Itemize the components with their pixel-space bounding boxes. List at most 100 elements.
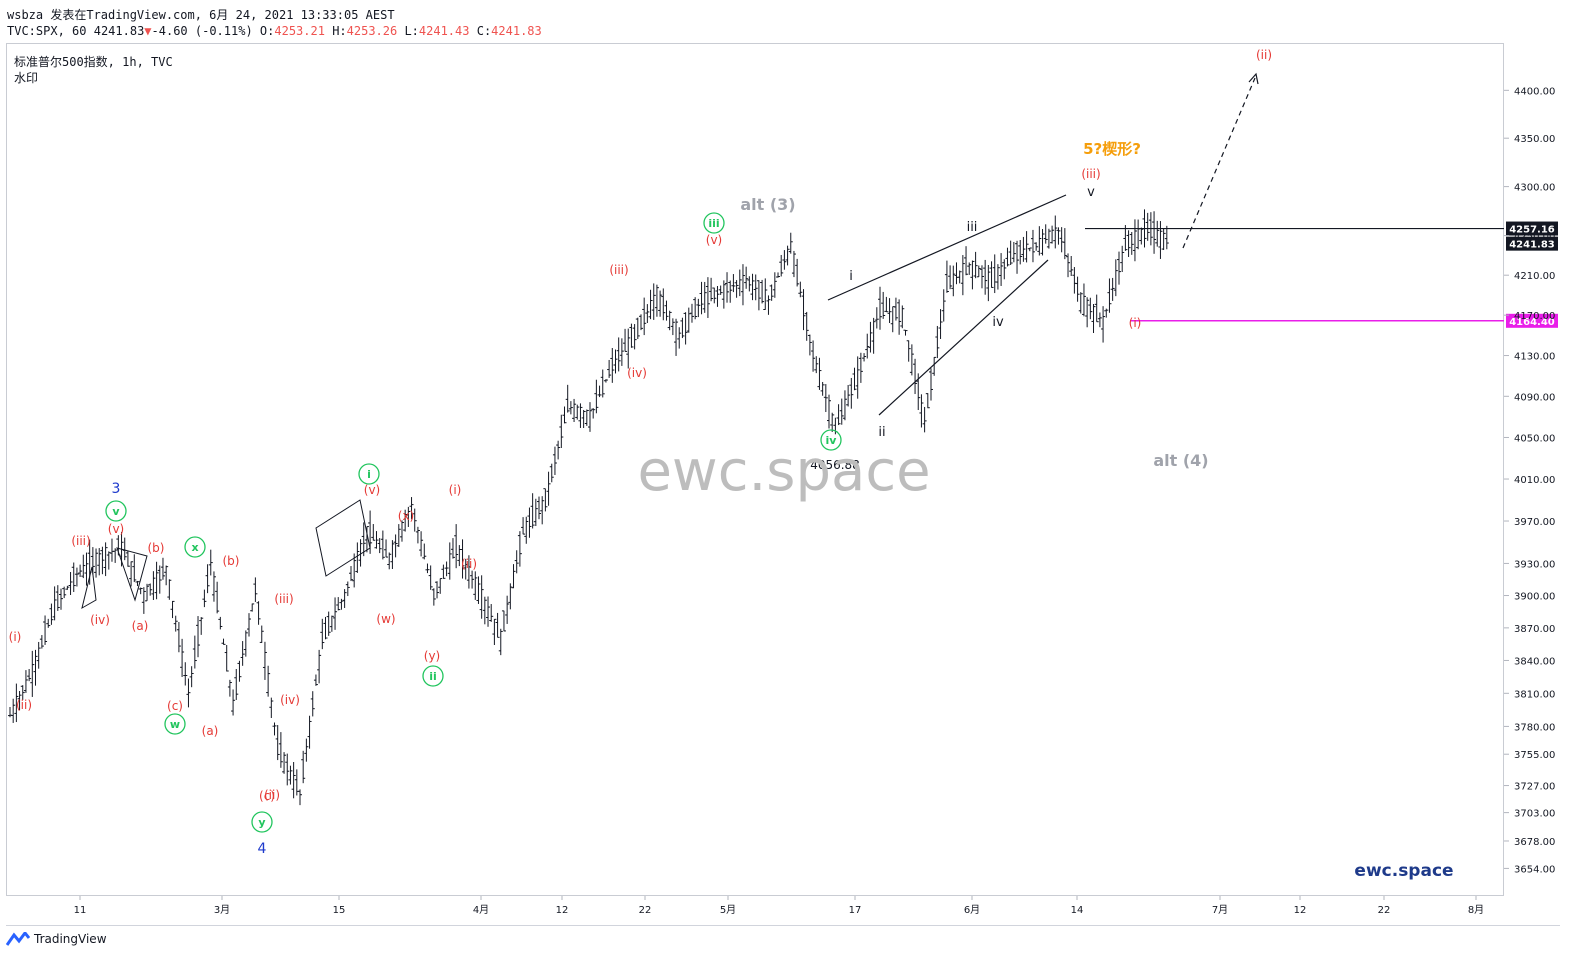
wave-label-red: (i) bbox=[449, 483, 462, 497]
wave-label-black: iii bbox=[967, 220, 978, 235]
close-value: 4241.83 bbox=[491, 24, 542, 38]
y-tick-label: 4250.00 bbox=[1514, 232, 1555, 243]
wave-label-red: (c) bbox=[167, 699, 183, 713]
y-tick-label: 4300.00 bbox=[1514, 183, 1555, 194]
y-tick-label: 3678.00 bbox=[1514, 837, 1555, 848]
tradingview-logo-icon bbox=[6, 932, 30, 946]
x-tick-label: 17 bbox=[849, 905, 862, 916]
wave-label-black: iv bbox=[992, 315, 1004, 330]
low-price-annotation: 4056.88 bbox=[810, 458, 860, 472]
y-tick-label: 3703.00 bbox=[1514, 809, 1555, 820]
y-tick-label: 3780.00 bbox=[1514, 722, 1555, 733]
y-tick-label: 4210.00 bbox=[1514, 271, 1555, 282]
wave-label-red: (ii) bbox=[461, 557, 477, 571]
x-tick-label: 8月 bbox=[1468, 904, 1484, 916]
wave-label-green: i bbox=[367, 468, 371, 481]
legend-title: 标准普尔500指数, 1h, TVC bbox=[14, 55, 173, 69]
y-tick-label: 3840.00 bbox=[1514, 656, 1555, 667]
watermark-center: ewc.space bbox=[637, 439, 930, 504]
y-tick-label: 3727.00 bbox=[1514, 782, 1555, 793]
y-tick-label: 3654.00 bbox=[1514, 864, 1555, 875]
wave-label-blue: 3 bbox=[112, 481, 121, 497]
wave-label-red: (iv) bbox=[627, 366, 647, 380]
wave-label-green-circle bbox=[251, 811, 273, 833]
x-tick-label: 22 bbox=[639, 905, 652, 916]
wave-label-green: x bbox=[191, 541, 198, 554]
y-tick-label: 4130.00 bbox=[1514, 352, 1555, 363]
wave-label-green: iii bbox=[708, 217, 719, 230]
last-price: 4241.83 bbox=[93, 24, 145, 38]
x-tick-label: 5月 bbox=[720, 904, 736, 916]
y-tick-label: 4400.00 bbox=[1514, 86, 1555, 97]
wave-label-red: (v) bbox=[108, 522, 124, 536]
wave-label-red: (y) bbox=[424, 649, 440, 663]
x-tick-label: 12 bbox=[1294, 905, 1307, 916]
x-tick-label: 15 bbox=[333, 905, 346, 916]
wedge-upper-line bbox=[827, 194, 1067, 301]
x-tick-label: 14 bbox=[1071, 905, 1084, 916]
high-value: 4253.26 bbox=[346, 24, 398, 38]
wave-label-red: (iii) bbox=[71, 534, 90, 548]
wave-label-green-circle bbox=[105, 500, 127, 522]
open-value: 4253.21 bbox=[274, 24, 325, 38]
y-tick-label: 3870.00 bbox=[1514, 624, 1555, 635]
y-tick-label: 4350.00 bbox=[1514, 134, 1555, 145]
footer[interactable]: TradingView bbox=[6, 932, 107, 946]
down-arrow-icon: ▼ bbox=[144, 24, 152, 38]
high-price-box-label: 4257.16 bbox=[1509, 225, 1555, 236]
chart-legend: 标准普尔500指数, 1h, TVC 水印 bbox=[14, 54, 173, 86]
wave-label-green-circle bbox=[164, 713, 186, 735]
x-tick-label: 6月 bbox=[964, 904, 980, 916]
y-tick-label: 4090.00 bbox=[1514, 392, 1555, 403]
support-price-box-label: 4164.40 bbox=[1509, 317, 1555, 328]
footer-divider bbox=[6, 925, 1560, 926]
wave-label-green: iv bbox=[826, 434, 838, 447]
wave-label-red: (a) bbox=[132, 619, 149, 633]
wedge-lower-line bbox=[878, 259, 1049, 416]
watermark-corner: ewc.space bbox=[1354, 861, 1453, 881]
support-price-box bbox=[1506, 313, 1558, 328]
symbol: TVC:SPX, 60 bbox=[7, 24, 87, 38]
wave-label-black: v bbox=[1087, 185, 1095, 200]
y-tick-label: 3755.00 bbox=[1514, 750, 1555, 761]
wave-label-green: y bbox=[258, 816, 265, 829]
channel-pattern bbox=[315, 499, 371, 577]
wave-label-red: (iii) bbox=[1081, 167, 1100, 181]
y-tick-label: 4050.00 bbox=[1514, 433, 1555, 444]
x-tick-label: 4月 bbox=[473, 904, 489, 916]
wave-label-green: v bbox=[112, 505, 120, 518]
wave-label-green: ii bbox=[429, 670, 437, 683]
arrow-head-icon bbox=[1248, 72, 1259, 85]
alt-label: alt (4) bbox=[1153, 451, 1208, 470]
wave-label-red: (iii) bbox=[609, 263, 628, 277]
wave-label-red: (x) bbox=[398, 509, 414, 523]
x-tick-label: 3月 bbox=[214, 904, 230, 916]
last-price-box bbox=[1506, 236, 1558, 251]
wave-label-green-circle bbox=[422, 665, 444, 687]
triangle-pattern bbox=[116, 547, 148, 602]
wave-label-red: (b) bbox=[148, 541, 165, 555]
wave-label-red: (w) bbox=[376, 612, 395, 626]
x-tick-label: 12 bbox=[556, 905, 569, 916]
x-tick-label: 22 bbox=[1378, 905, 1391, 916]
low-value: 4241.43 bbox=[418, 24, 470, 38]
last-price-box-label: 4241.83 bbox=[1509, 240, 1555, 251]
footer-brand: TradingView bbox=[34, 932, 107, 946]
wave-label-red: (v) bbox=[706, 233, 722, 247]
wave-label-red: (a) bbox=[202, 724, 219, 738]
wave-label-red: (iii) bbox=[274, 592, 293, 606]
wedge-label: 5?楔形? bbox=[1083, 140, 1141, 158]
wave-label-red: (ii) bbox=[1256, 48, 1272, 62]
wave-label-red: (i) bbox=[9, 630, 22, 644]
wave-label-black: ii bbox=[878, 425, 885, 440]
wave-label-blue: 4 bbox=[258, 841, 267, 857]
publish-info: wsbza 发表在TradingView.com, 6月 24, 2021 13… bbox=[7, 8, 395, 22]
wave-label-green: w bbox=[170, 718, 180, 731]
y-tick-label: 4170.00 bbox=[1514, 311, 1555, 322]
wave-label-red: (ii) bbox=[264, 788, 280, 802]
wave-label-green-circle bbox=[703, 212, 725, 234]
x-tick-label: 7月 bbox=[1212, 904, 1228, 916]
chart-pane[interactable] bbox=[6, 43, 1504, 896]
wave-label-red: (c) bbox=[259, 789, 275, 803]
